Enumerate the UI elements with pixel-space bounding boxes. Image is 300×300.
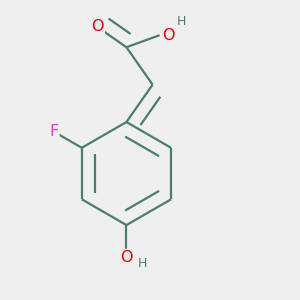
Text: F: F [49, 124, 58, 139]
Text: O: O [120, 250, 133, 265]
Text: O: O [91, 20, 104, 34]
Text: O: O [163, 28, 175, 43]
Text: H: H [138, 257, 147, 270]
Text: H: H [177, 15, 186, 28]
